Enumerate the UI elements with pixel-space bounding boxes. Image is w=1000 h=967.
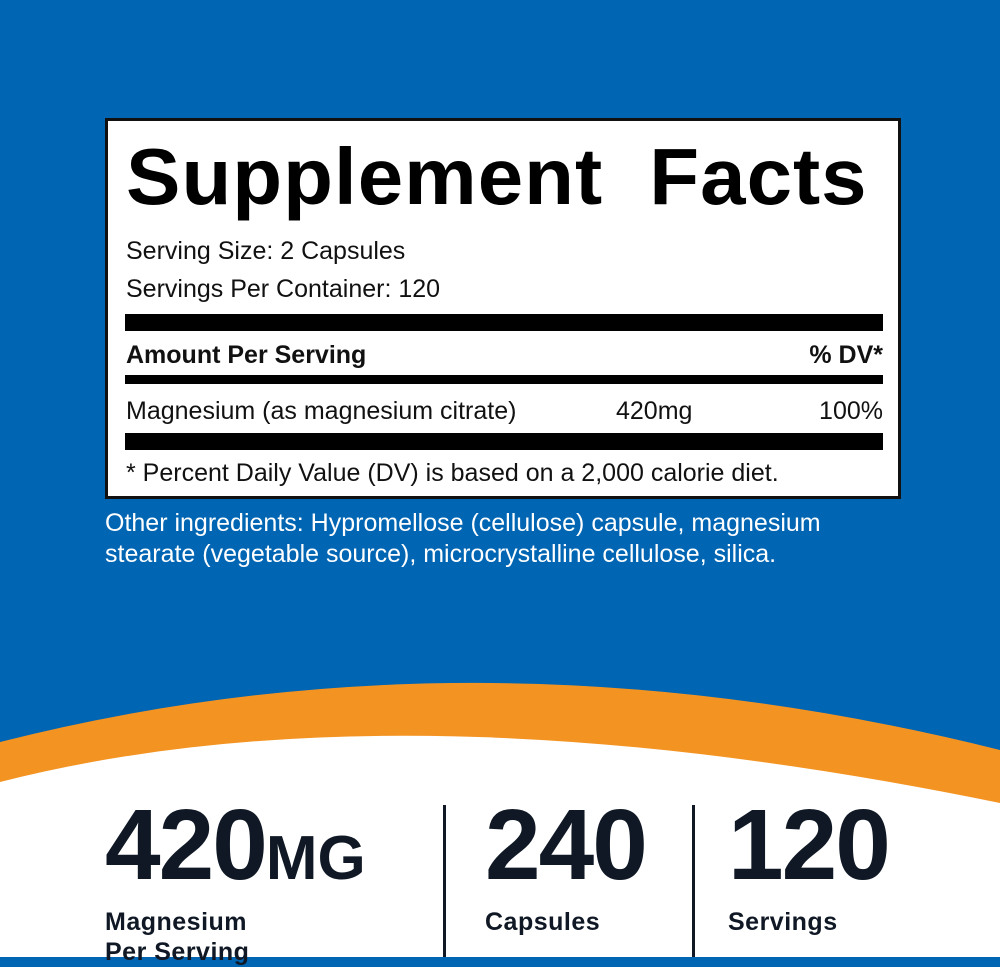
nutrient-dv: 100% xyxy=(819,397,883,425)
dv-header: % DV* xyxy=(809,341,883,369)
stat-capsules: 240 Capsules xyxy=(485,789,648,937)
amount-header: Amount Per Serving xyxy=(126,341,367,369)
stat-value: 120 xyxy=(728,789,891,901)
stat-value: 240 xyxy=(485,789,648,901)
stat-unit: MG xyxy=(265,824,366,893)
footnote: * Percent Daily Value (DV) is based on a… xyxy=(126,459,779,487)
supplement-facts-panel: Supplement Facts Serving Size: 2 Capsule… xyxy=(105,118,901,499)
stat-servings: 120 Servings xyxy=(728,789,891,937)
divider-thick xyxy=(125,314,883,331)
nutrient-amount: 420mg xyxy=(616,397,693,425)
stat-value: 420 xyxy=(105,789,268,901)
divider-thick xyxy=(125,433,883,450)
stat-magnesium: 420MG Magnesium Per Serving xyxy=(105,795,366,967)
stat-label: Servings xyxy=(728,908,838,936)
stat-label: Magnesium xyxy=(105,908,248,936)
nutrient-name: Magnesium (as magnesium citrate) xyxy=(126,397,517,425)
stat-label: Per Serving xyxy=(105,938,250,966)
servings-per-container: Servings Per Container: 120 xyxy=(126,275,441,303)
divider-medium xyxy=(125,375,883,384)
stat-divider xyxy=(443,805,446,957)
stat-divider xyxy=(692,805,695,957)
serving-size: Serving Size: 2 Capsules xyxy=(126,237,406,265)
facts-title: Supplement Facts xyxy=(126,132,868,221)
stat-label: Capsules xyxy=(485,908,601,936)
other-ingredients: Other ingredients: Hypromellose (cellulo… xyxy=(105,509,821,568)
